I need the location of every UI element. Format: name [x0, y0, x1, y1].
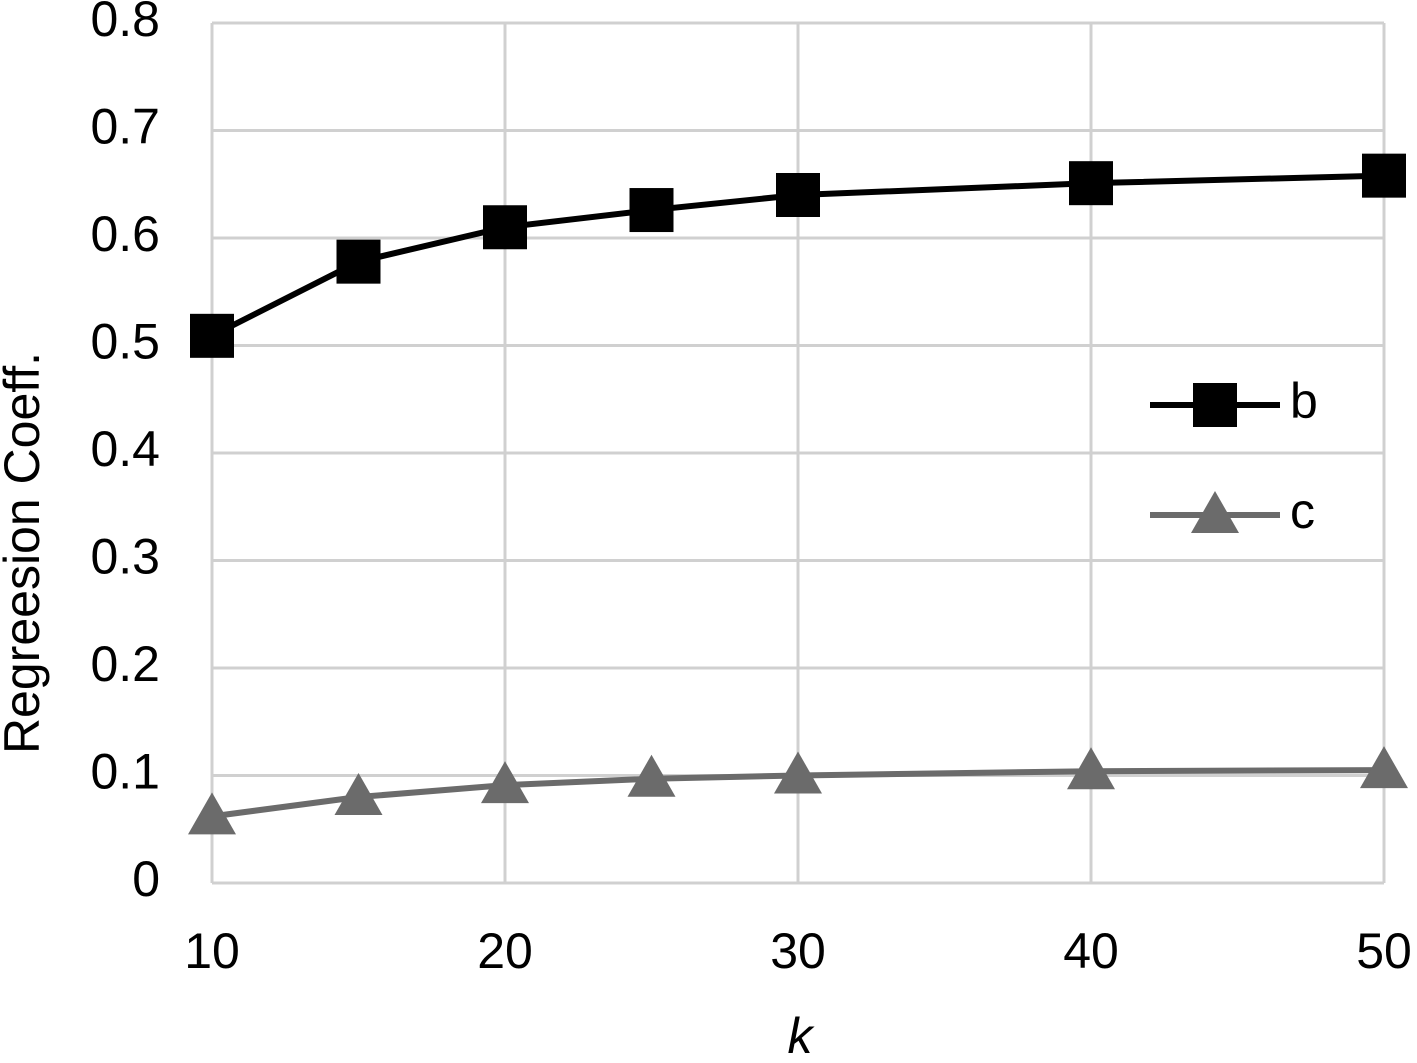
x-axis-label: k	[788, 1008, 816, 1063]
marker	[481, 761, 529, 804]
legend-label: b	[1290, 373, 1318, 429]
marker	[774, 751, 822, 794]
marker	[190, 313, 234, 358]
x-tick-label: 20	[477, 923, 533, 979]
marker	[1362, 153, 1406, 198]
marker	[188, 792, 236, 835]
marker	[1067, 747, 1115, 790]
y-tick-label: 0.2	[90, 636, 160, 692]
y-axis-label: Regreesion Coeff.	[0, 352, 50, 754]
marker	[776, 173, 820, 217]
y-tick-label: 0.4	[90, 421, 160, 477]
marker	[483, 205, 527, 250]
y-tick-label: 0.5	[90, 314, 160, 370]
marker	[1360, 746, 1408, 789]
legend-label: c	[1290, 483, 1315, 539]
y-tick-label: 0.8	[90, 0, 160, 47]
legend-marker	[1193, 383, 1237, 427]
x-tick-label: 10	[184, 923, 240, 979]
marker	[1069, 161, 1113, 206]
y-tick-label: 0.3	[90, 529, 160, 585]
y-tick-label: 0.1	[90, 744, 160, 800]
marker	[629, 188, 674, 233]
x-tick-label: 30	[770, 923, 826, 979]
y-tick-label: 0.6	[90, 206, 160, 262]
x-tick-label: 50	[1356, 923, 1412, 979]
y-tick-label: 0	[132, 851, 160, 907]
marker	[627, 754, 676, 797]
marker	[334, 773, 383, 815]
legend-marker	[1191, 491, 1239, 533]
x-tick-label: 40	[1063, 923, 1119, 979]
y-tick-label: 0.7	[90, 99, 160, 155]
marker	[336, 239, 381, 284]
